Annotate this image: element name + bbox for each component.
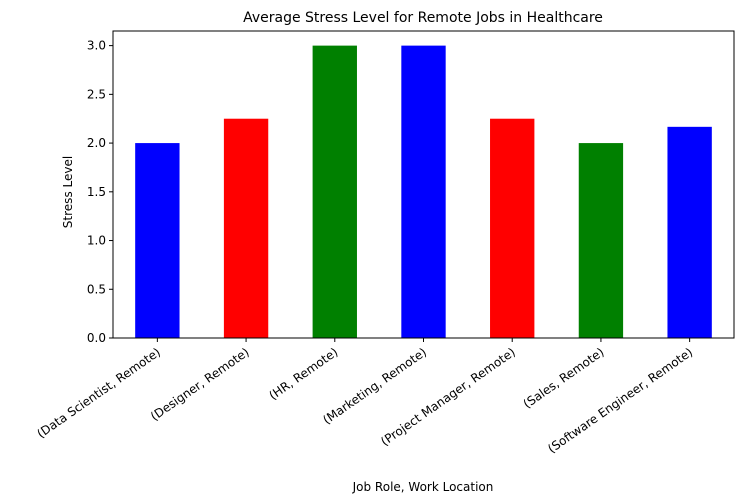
x-axis-label: Job Role, Work Location — [352, 480, 494, 494]
y-tick-label-6: 3.0 — [87, 39, 106, 53]
x-tick-label-5: (Sales, Remote) — [521, 345, 607, 411]
x-tick-label-6: (Software Engineer, Remote) — [545, 345, 695, 456]
x-tick-label-2: (HR, Remote) — [266, 345, 340, 403]
bar-5 — [578, 143, 624, 338]
y-tick-label-5: 2.5 — [87, 87, 106, 101]
bar-1 — [223, 118, 269, 338]
y-tick-label-3: 1.5 — [87, 185, 106, 199]
bar-0 — [135, 143, 180, 338]
x-tick-label-1: (Designer, Remote) — [148, 345, 252, 424]
bar-2 — [312, 45, 357, 338]
chart-title: Average Stress Level for Remote Jobs in … — [243, 10, 603, 26]
y-tick-label-2: 1.0 — [87, 234, 106, 248]
y-axis-label: Stress Level — [61, 156, 75, 228]
x-tick-label-0: (Data Scientist, Remote) — [34, 345, 163, 441]
plot-area: 0.0 0.5 1.0 1.5 2.0 2.5 3.0 (Data Scientist, Re… — [34, 30, 735, 456]
bar-3 — [401, 45, 446, 338]
bar-6 — [667, 126, 712, 338]
y-tick-label-1: 0.5 — [87, 282, 106, 296]
y-tick-label-4: 2.0 — [87, 136, 106, 150]
bar-4 — [490, 118, 535, 338]
y-tick-label-0: 0.0 — [87, 331, 106, 345]
